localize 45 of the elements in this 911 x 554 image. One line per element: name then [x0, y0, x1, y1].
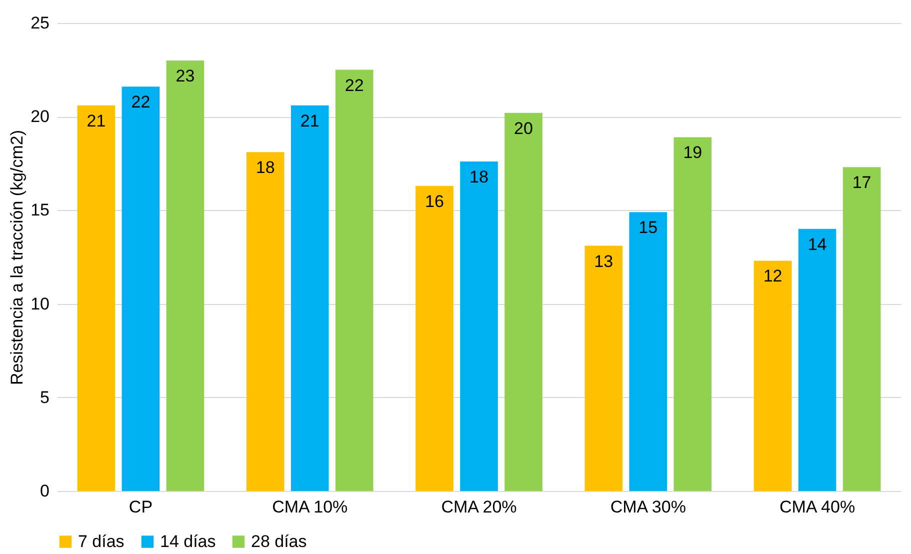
- bar: [290, 105, 329, 491]
- data-label: 19: [683, 143, 702, 162]
- y-tick-label: 15: [30, 200, 50, 220]
- data-label: 16: [425, 192, 444, 211]
- data-label: 13: [594, 252, 614, 271]
- x-tick-label: CMA 40%: [779, 498, 856, 516]
- data-label: 22: [131, 92, 150, 112]
- bar: [842, 167, 881, 491]
- x-tick-label: CMA 20%: [441, 498, 517, 516]
- y-axis-title: Resistencia a la tracción (kg/cm2): [8, 130, 27, 386]
- bar: [77, 105, 116, 491]
- bar: [584, 246, 623, 491]
- x-tick-label: CMA 10%: [272, 498, 348, 516]
- y-tick-label: 10: [30, 294, 50, 314]
- bar: [166, 60, 204, 491]
- legend-label: 7 días: [78, 532, 124, 551]
- data-label: 23: [176, 66, 195, 86]
- bar: [416, 186, 454, 491]
- legend-label: 14 días: [160, 532, 216, 551]
- data-label: 21: [86, 111, 106, 130]
- bar: [246, 152, 284, 491]
- data-label: 22: [344, 76, 364, 95]
- bar: [504, 112, 542, 491]
- data-label: 18: [470, 168, 488, 187]
- y-tick-label: 5: [40, 388, 50, 407]
- legend-label: 28 días: [251, 532, 307, 551]
- bar: [629, 212, 668, 491]
- bar: [122, 86, 160, 491]
- y-tick-label: 0: [40, 482, 50, 500]
- data-label: 21: [300, 111, 320, 130]
- data-label: 18: [256, 158, 275, 178]
- data-label: 20: [514, 118, 533, 138]
- data-label: 15: [638, 218, 658, 238]
- y-tick-label: 25: [30, 14, 50, 32]
- x-tick-label: CP: [128, 498, 153, 516]
- data-label: 17: [852, 173, 872, 192]
- bar: [754, 260, 792, 491]
- bar: [460, 162, 498, 491]
- bar: [674, 137, 712, 491]
- bar: [798, 228, 836, 491]
- data-label: 12: [763, 266, 782, 286]
- y-tick-label: 20: [30, 107, 50, 126]
- data-label: 14: [808, 234, 827, 254]
- x-tick-label: CMA 30%: [610, 498, 686, 516]
- bar: [335, 70, 374, 491]
